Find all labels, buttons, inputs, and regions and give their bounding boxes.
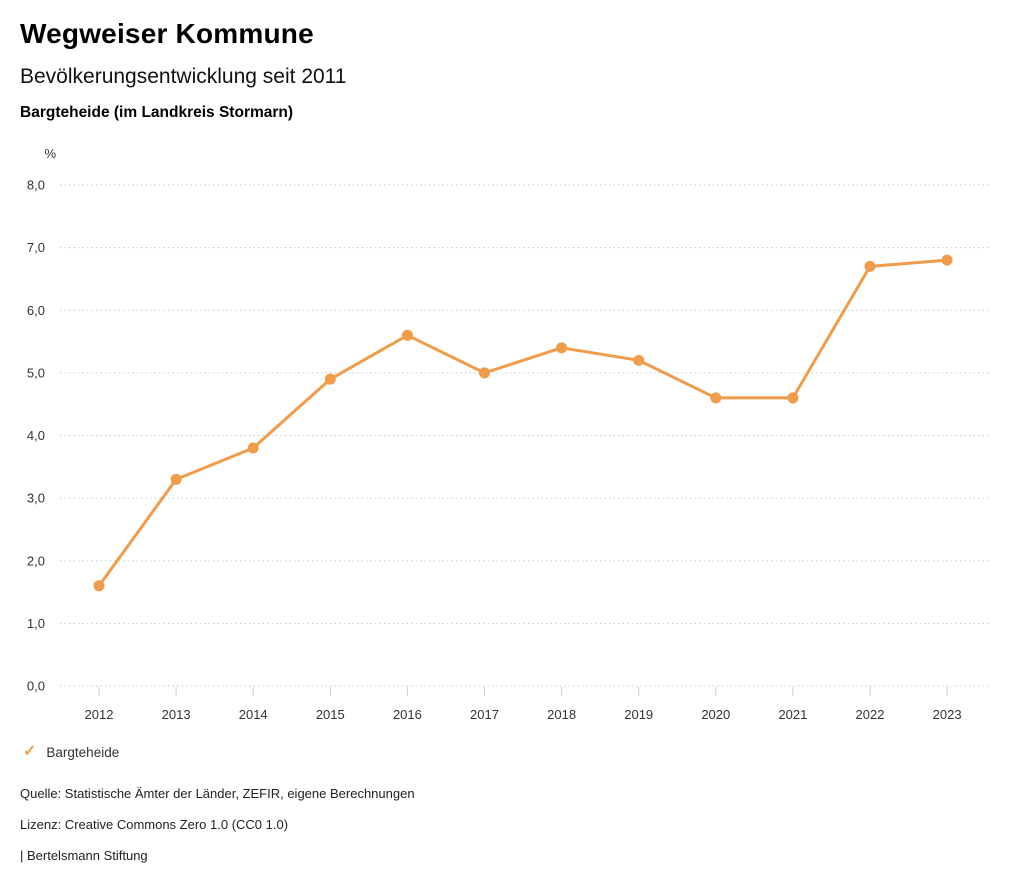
y-tick-label: 2,0: [27, 553, 45, 568]
x-tick-label: 2016: [393, 707, 422, 722]
x-tick-label: 2020: [701, 707, 730, 722]
x-tick-label: 2019: [624, 707, 653, 722]
data-point[interactable]: [247, 442, 259, 454]
data-point[interactable]: [556, 342, 568, 354]
data-point[interactable]: [324, 373, 336, 385]
source-text: Quelle: Statistische Ämter der Länder, Z…: [20, 786, 415, 801]
x-tick-label: 2017: [470, 707, 499, 722]
y-axis-unit-label: %: [44, 146, 56, 161]
y-tick-label: 1,0: [27, 616, 45, 631]
x-tick-label: 2013: [162, 707, 191, 722]
chart-location-subtitle: Bargteheide (im Landkreis Stormarn): [20, 104, 294, 121]
x-tick-label: 2018: [547, 707, 576, 722]
y-tick-label: 5,0: [27, 365, 45, 380]
app-title: Wegweiser Kommune: [20, 18, 314, 49]
y-tick-label: 6,0: [27, 303, 45, 318]
x-tick-label: 2023: [933, 707, 962, 722]
y-tick-label: 7,0: [27, 240, 45, 255]
data-point[interactable]: [170, 473, 182, 485]
brand-text: | Bertelsmann Stiftung: [20, 848, 148, 863]
y-tick-label: 0,0: [27, 679, 45, 694]
data-point[interactable]: [941, 254, 953, 266]
x-tick-label: 2014: [239, 707, 268, 722]
data-point[interactable]: [787, 392, 799, 404]
legend-item-label: Bargteheide: [46, 744, 120, 760]
x-tick-label: 2015: [316, 707, 345, 722]
legend-check-icon: ✓: [23, 743, 37, 760]
data-point[interactable]: [633, 354, 645, 366]
y-tick-label: 3,0: [27, 491, 45, 506]
x-tick-label: 2021: [778, 707, 807, 722]
license-text: Lizenz: Creative Commons Zero 1.0 (CC0 1…: [20, 817, 289, 832]
series-line: [97, 258, 949, 588]
data-point[interactable]: [93, 580, 105, 592]
data-point[interactable]: [479, 367, 490, 379]
line-chart: % 0,0 1,0 2,0 3,0 4,0 5,0 6,0 7,0 8,0 2012 2013 2014…: [27, 146, 990, 722]
data-point[interactable]: [864, 260, 876, 272]
x-tick-label: 2022: [856, 707, 885, 722]
y-tick-label: 4,0: [27, 428, 45, 443]
y-tick-label: 8,0: [27, 178, 45, 193]
legend-item-bargteheide[interactable]: ✓ Bargteheide: [23, 744, 119, 760]
data-point[interactable]: [710, 392, 722, 404]
x-tick-label: 2012: [85, 707, 114, 722]
chart-title: Bevölkerungsentwicklung seit 2011: [20, 65, 347, 88]
data-point[interactable]: [401, 329, 413, 341]
